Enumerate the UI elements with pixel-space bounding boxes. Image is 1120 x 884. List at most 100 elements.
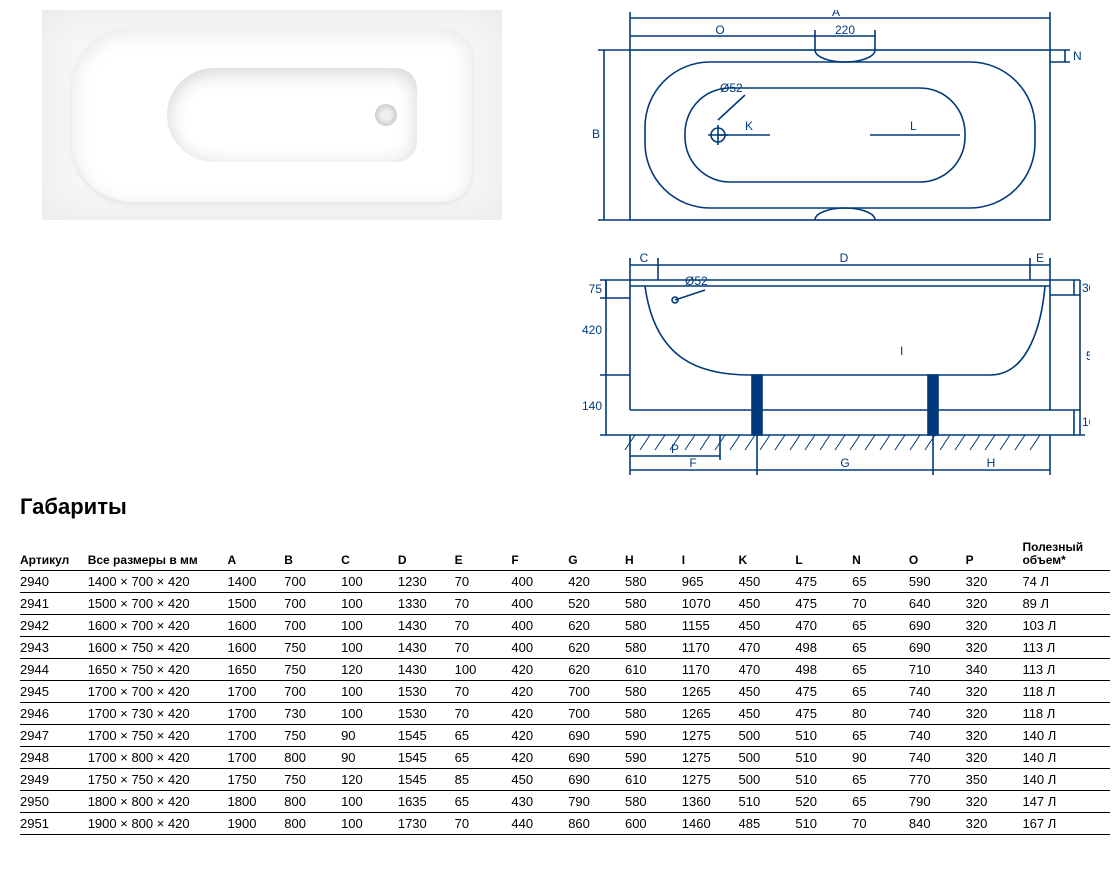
table-row: 29421600 × 700 × 42016007001001430704006…: [20, 615, 1110, 637]
label-d52b: Ø52: [685, 274, 708, 288]
table-cell: 740: [909, 681, 966, 703]
table-cell: 350: [966, 769, 1023, 791]
col-header: A: [228, 538, 285, 571]
dimensions-table: АртикулВсе размеры в ммABCDEFGHIKLNOPПол…: [20, 538, 1110, 835]
table-cell: 70: [852, 593, 909, 615]
table-cell: 320: [966, 593, 1023, 615]
table-cell: 750: [284, 637, 341, 659]
table-cell: 70: [455, 571, 512, 593]
table-row: 29431600 × 750 × 42016007501001430704006…: [20, 637, 1110, 659]
label-N: N: [1073, 49, 1082, 63]
col-header: E: [455, 538, 512, 571]
col-header: Артикул: [20, 538, 88, 571]
tub-outer-rim: [72, 28, 472, 202]
table-cell: 700: [284, 681, 341, 703]
label-O: O: [715, 23, 724, 37]
table-cell: 520: [795, 791, 852, 813]
table-cell: 740: [909, 703, 966, 725]
table-cell: 1530: [398, 703, 455, 725]
table-cell: 690: [568, 725, 625, 747]
table-row: 29491750 × 750 × 42017507501201545854506…: [20, 769, 1110, 791]
table-cell: 65: [852, 681, 909, 703]
table-cell: 590: [625, 725, 682, 747]
table-cell: 690: [909, 615, 966, 637]
table-cell: 600: [625, 813, 682, 835]
table-cell: 90: [852, 747, 909, 769]
label-F: F: [689, 456, 696, 470]
table-cell: 965: [682, 571, 739, 593]
table-cell: 1545: [398, 725, 455, 747]
table-cell: 65: [455, 747, 512, 769]
table-cell: 140 Л: [1022, 747, 1110, 769]
table-cell: 100: [341, 571, 398, 593]
table-cell: 1460: [682, 813, 739, 835]
table-cell: 590: [625, 747, 682, 769]
table-cell: 74 Л: [1022, 571, 1110, 593]
table-cell: 470: [795, 615, 852, 637]
table-cell: 1800 × 800 × 420: [88, 791, 228, 813]
table-cell: 1430: [398, 659, 455, 681]
table-cell: 580: [625, 791, 682, 813]
table-cell: 65: [852, 659, 909, 681]
table-cell: 1750: [228, 769, 285, 791]
table-cell: 420: [511, 659, 568, 681]
label-P: P: [671, 442, 679, 456]
table-cell: 320: [966, 681, 1023, 703]
table-cell: 2944: [20, 659, 88, 681]
table-cell: 100: [341, 615, 398, 637]
table-cell: 2945: [20, 681, 88, 703]
table-cell: 580: [625, 593, 682, 615]
table-cell: 430: [511, 791, 568, 813]
table-cell: 580: [625, 615, 682, 637]
label-140: 140: [582, 399, 602, 413]
table-cell: 65: [852, 791, 909, 813]
table-cell: 85: [455, 769, 512, 791]
top-diagram-area: K L Ø52 A O 220: [0, 0, 1120, 490]
table-cell: 65: [852, 615, 909, 637]
table-cell: 500: [739, 747, 796, 769]
table-cell: 510: [739, 791, 796, 813]
table-cell: 1275: [682, 769, 739, 791]
col-header: Все размеры в мм: [88, 538, 228, 571]
table-cell: 1700: [228, 747, 285, 769]
label-d52: Ø52: [720, 81, 743, 95]
bathtub-photo: [42, 10, 502, 220]
table-cell: 65: [852, 571, 909, 593]
table-cell: 1700 × 750 × 420: [88, 725, 228, 747]
label-G: G: [840, 456, 849, 470]
table-cell: 65: [852, 725, 909, 747]
table-cell: 450: [739, 703, 796, 725]
table-cell: 2948: [20, 747, 88, 769]
table-cell: 450: [739, 571, 796, 593]
table-row: 29441650 × 750 × 42016507501201430100420…: [20, 659, 1110, 681]
table-cell: 750: [284, 769, 341, 791]
label-K: K: [745, 119, 753, 133]
table-cell: 400: [511, 571, 568, 593]
table-cell: 340: [966, 659, 1023, 681]
table-cell: 120: [341, 769, 398, 791]
table-cell: 70: [455, 813, 512, 835]
table-row: 29461700 × 730 × 42017007301001530704207…: [20, 703, 1110, 725]
table-cell: 1600: [228, 637, 285, 659]
table-cell: 1155: [682, 615, 739, 637]
table-cell: 498: [795, 659, 852, 681]
col-header: H: [625, 538, 682, 571]
table-cell: 1730: [398, 813, 455, 835]
table-cell: 470: [739, 637, 796, 659]
table-cell: 2949: [20, 769, 88, 791]
table-cell: 120: [341, 659, 398, 681]
table-cell: 65: [852, 637, 909, 659]
table-cell: 690: [568, 747, 625, 769]
table-cell: 470: [739, 659, 796, 681]
table-cell: 1545: [398, 747, 455, 769]
table-cell: 800: [284, 747, 341, 769]
table-cell: 103 Л: [1022, 615, 1110, 637]
table-cell: 113 Л: [1022, 659, 1110, 681]
table-cell: 800: [284, 813, 341, 835]
technical-drawing: K L Ø52 A O 220: [570, 10, 1090, 480]
col-header: Полезныйобъем*: [1022, 538, 1110, 571]
label-L: L: [910, 119, 917, 133]
table-cell: 580: [625, 703, 682, 725]
col-header: N: [852, 538, 909, 571]
table-cell: 118 Л: [1022, 703, 1110, 725]
